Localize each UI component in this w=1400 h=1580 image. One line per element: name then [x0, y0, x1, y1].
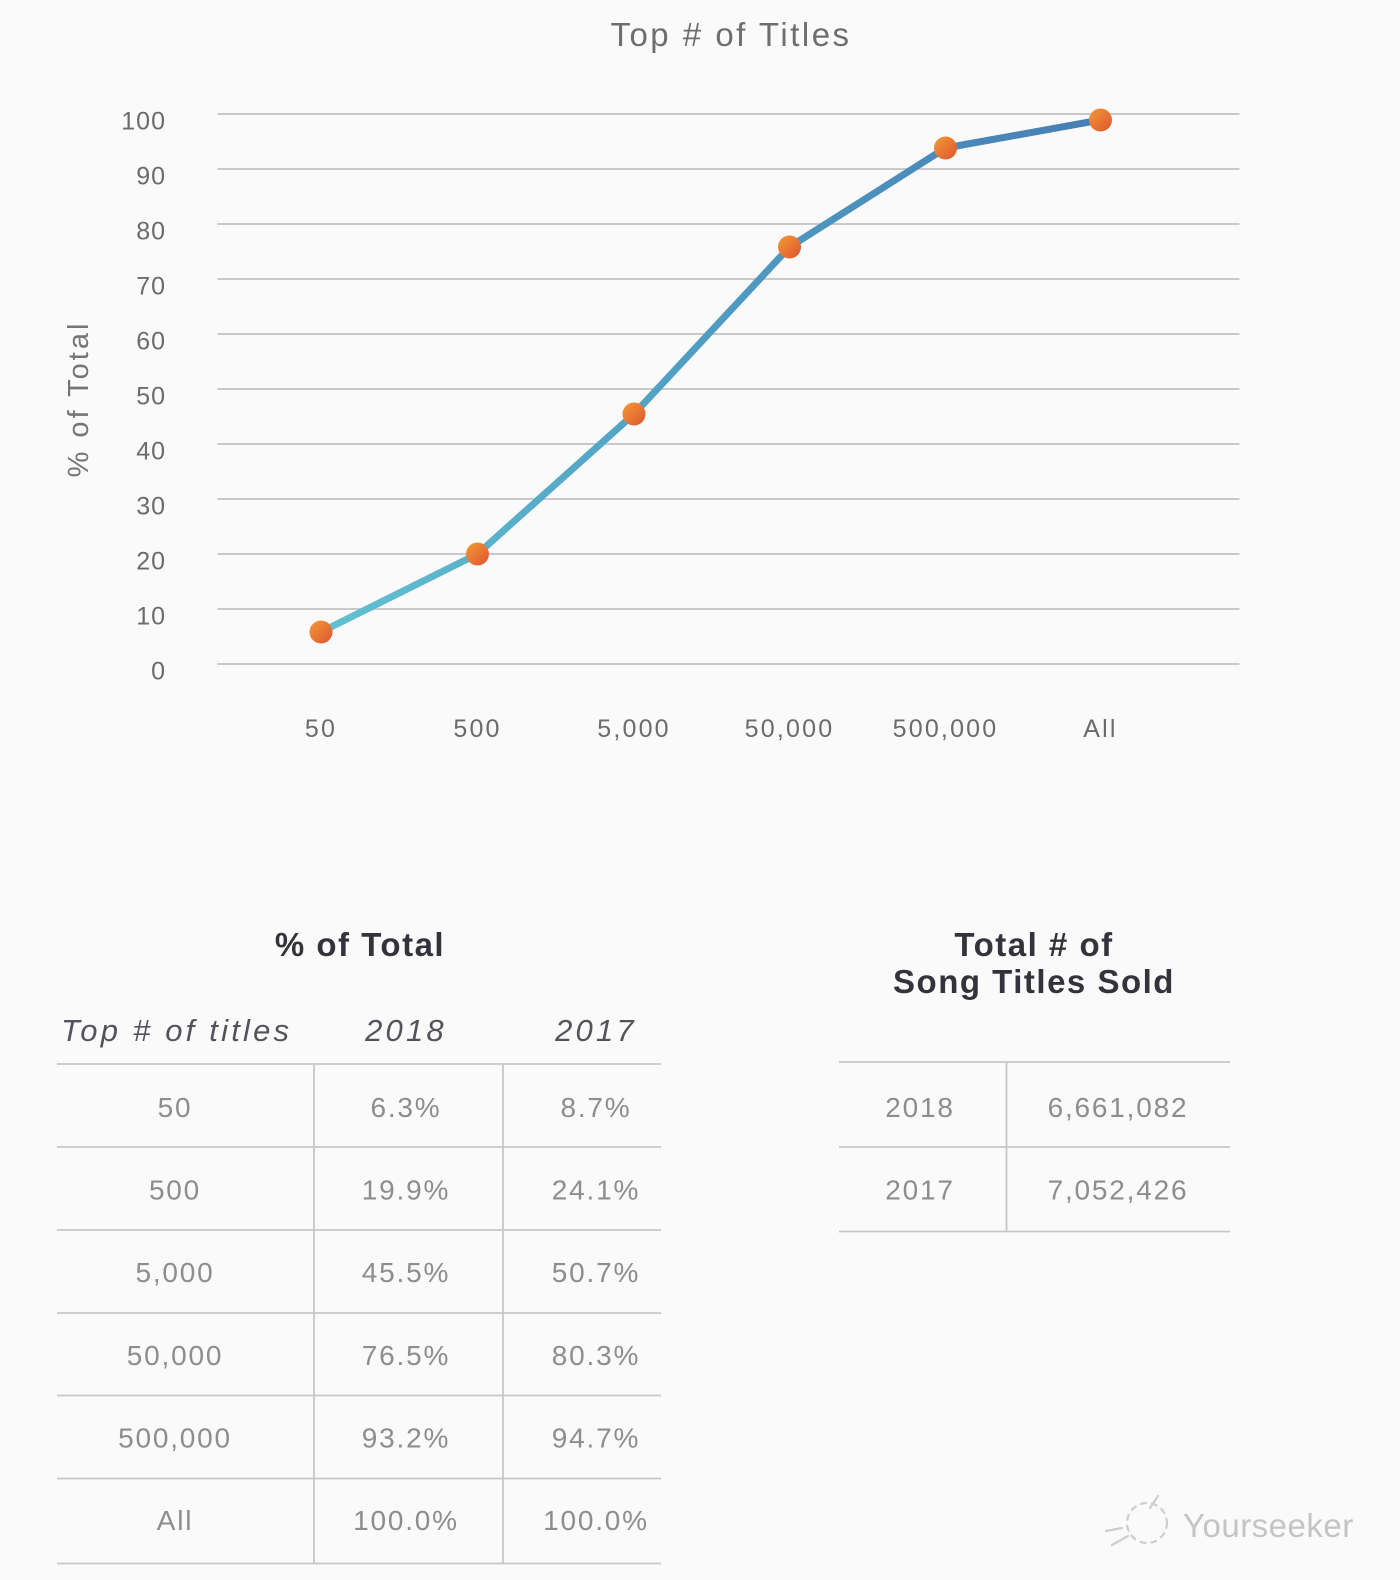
svg-text:8.7%: 8.7%	[560, 1092, 631, 1123]
svg-text:2017: 2017	[554, 1013, 637, 1048]
svg-text:500: 500	[149, 1175, 201, 1206]
svg-text:30: 30	[136, 493, 166, 521]
svg-text:50: 50	[158, 1092, 193, 1123]
svg-text:100: 100	[121, 108, 166, 136]
svg-text:6,661,082: 6,661,082	[1048, 1092, 1189, 1123]
svg-text:Top # of titles: Top # of titles	[61, 1013, 292, 1048]
svg-text:90: 90	[136, 163, 166, 191]
svg-text:50,000: 50,000	[745, 715, 835, 743]
svg-text:100.0%: 100.0%	[353, 1505, 459, 1536]
svg-text:70: 70	[136, 273, 166, 301]
svg-text:40: 40	[136, 438, 166, 466]
svg-text:93.2%: 93.2%	[362, 1423, 450, 1454]
svg-text:6.3%: 6.3%	[370, 1092, 441, 1123]
svg-text:2018: 2018	[885, 1092, 955, 1123]
svg-text:500,000: 500,000	[118, 1423, 232, 1454]
svg-text:500: 500	[453, 715, 501, 743]
svg-text:50,000: 50,000	[127, 1340, 223, 1371]
svg-text:2017: 2017	[885, 1175, 955, 1206]
svg-text:45.5%: 45.5%	[362, 1257, 450, 1288]
svg-text:50: 50	[305, 715, 337, 743]
svg-text:50: 50	[136, 383, 166, 411]
svg-text:20: 20	[136, 548, 166, 576]
svg-text:Total # of: Total # of	[954, 926, 1113, 963]
svg-text:7,052,426: 7,052,426	[1048, 1175, 1189, 1206]
svg-text:24.1%: 24.1%	[552, 1175, 640, 1206]
svg-text:94.7%: 94.7%	[552, 1423, 640, 1454]
svg-text:5,000: 5,000	[135, 1257, 214, 1288]
svg-text:10: 10	[136, 603, 166, 631]
svg-text:All: All	[157, 1505, 194, 1536]
svg-text:% of Total: % of Total	[63, 321, 95, 478]
svg-text:60: 60	[136, 328, 166, 356]
svg-text:Top # of Titles: Top # of Titles	[610, 16, 851, 53]
svg-text:100.0%: 100.0%	[543, 1505, 649, 1536]
svg-text:Yourseeker: Yourseeker	[1183, 1507, 1354, 1544]
svg-text:500,000: 500,000	[893, 715, 999, 743]
svg-text:19.9%: 19.9%	[362, 1175, 450, 1206]
svg-text:0: 0	[151, 658, 166, 686]
svg-text:All: All	[1083, 715, 1117, 743]
svg-text:% of Total: % of Total	[275, 926, 445, 963]
svg-text:5,000: 5,000	[597, 715, 671, 743]
svg-text:80.3%: 80.3%	[552, 1340, 640, 1371]
svg-text:76.5%: 76.5%	[362, 1340, 450, 1371]
svg-text:80: 80	[136, 218, 166, 246]
svg-text:Song Titles Sold: Song Titles Sold	[893, 963, 1175, 1000]
svg-text:2018: 2018	[364, 1013, 447, 1048]
svg-text:50.7%: 50.7%	[552, 1257, 640, 1288]
